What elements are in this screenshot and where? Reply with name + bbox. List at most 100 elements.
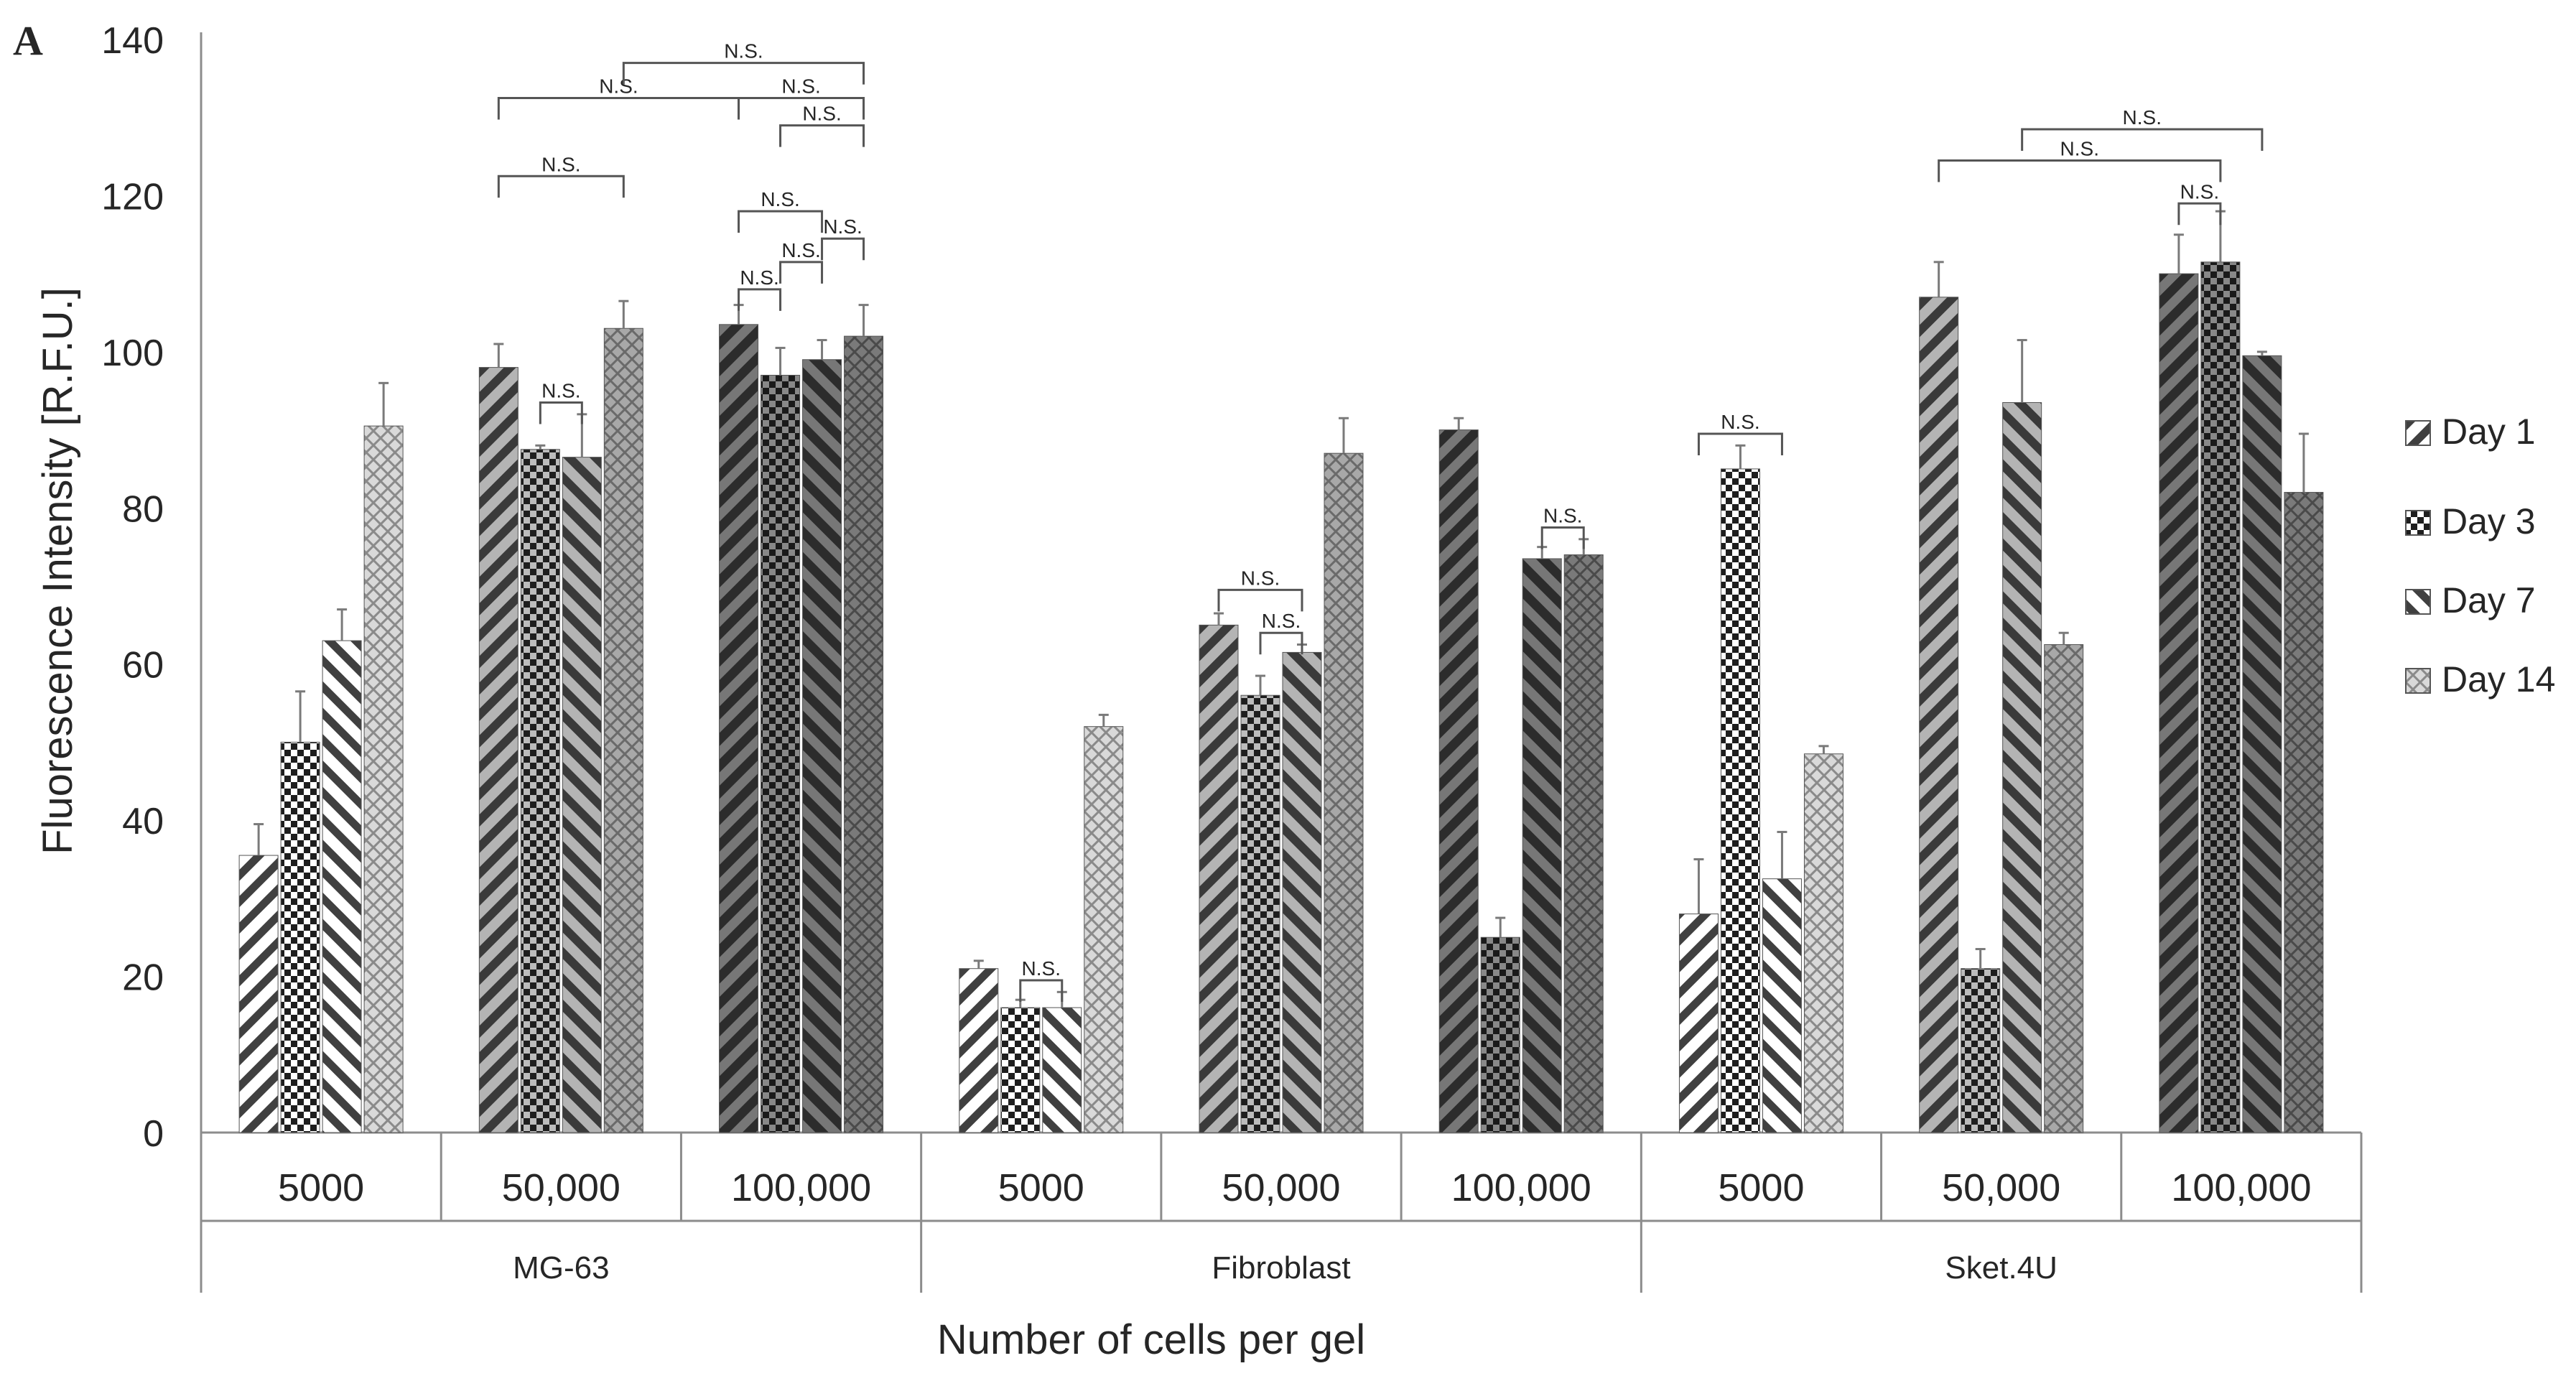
bar-MG-63-5000-Day 7 bbox=[322, 640, 362, 1133]
bar-Fibroblast-100,000-Day 3 bbox=[1480, 936, 1520, 1133]
significance-label: N.S. bbox=[781, 75, 820, 98]
bar-MG-63-50,000-Day 14 bbox=[603, 327, 643, 1133]
significance-label: N.S. bbox=[823, 215, 862, 238]
bar-Sket.4U-100,000-Day 14 bbox=[2284, 492, 2324, 1133]
bar-Sket.4U-50,000-Day 3 bbox=[1961, 968, 2001, 1133]
bars bbox=[238, 210, 2324, 1133]
significance-label: N.S. bbox=[1543, 504, 1582, 526]
legend-item: Day 3 bbox=[2405, 501, 2536, 541]
significance-bracket: N.S. bbox=[738, 75, 865, 120]
significance-label: N.S. bbox=[1241, 567, 1280, 589]
legend: Day 1 Day 3 Day 7 Day 14 bbox=[2405, 412, 2555, 699]
y-axis: 0 20 40 60 80 100 120 140 bbox=[101, 20, 2361, 1155]
legend-label: Day 14 bbox=[2442, 659, 2555, 699]
significance-label: N.S. bbox=[541, 380, 580, 402]
significance-bracket: N.S. bbox=[2021, 106, 2264, 152]
legend-item: Day 1 bbox=[2405, 412, 2536, 452]
significance-label: N.S. bbox=[1262, 610, 1301, 632]
bar-Fibroblast-100,000-Day 1 bbox=[1438, 429, 1479, 1133]
legend-label: Day 1 bbox=[2442, 412, 2536, 452]
category-label: 50,000 bbox=[502, 1166, 620, 1209]
bar-Sket.4U-50,000-Day 7 bbox=[2002, 402, 2042, 1133]
bar-Fibroblast-50,000-Day 1 bbox=[1199, 624, 1239, 1133]
significance-label: N.S. bbox=[599, 75, 638, 98]
significance-label: N.S. bbox=[724, 40, 763, 62]
bar-Sket.4U-50,000-Day 1 bbox=[1919, 297, 1959, 1133]
y-tick-label: 20 bbox=[122, 957, 164, 999]
bar-Fibroblast-5000-Day 7 bbox=[1042, 1007, 1082, 1133]
significance-brackets: N.S.N.S.N.S.N.S.N.S.N.S.N.S.N.S.N.S.N.S.… bbox=[497, 40, 2264, 1003]
significance-bracket: N.S. bbox=[779, 239, 824, 284]
significance-label: N.S. bbox=[2060, 138, 2099, 160]
category-label: 100,000 bbox=[2171, 1166, 2311, 1209]
bar-MG-63-50,000-Day 7 bbox=[562, 457, 602, 1133]
y-tick-label: 60 bbox=[122, 645, 164, 687]
legend-label: Day 3 bbox=[2442, 501, 2536, 541]
significance-label: N.S. bbox=[2123, 106, 2162, 129]
significance-bracket: N.S. bbox=[738, 188, 824, 233]
category-label: 5000 bbox=[278, 1166, 364, 1209]
bar-MG-63-100,000-Day 7 bbox=[802, 359, 842, 1133]
significance-bracket: N.S. bbox=[821, 215, 865, 261]
bar-MG-63-5000-Day 14 bbox=[363, 425, 404, 1133]
y-tick-label: 120 bbox=[101, 176, 164, 218]
y-tick-label: 140 bbox=[101, 20, 164, 62]
bar-Fibroblast-50,000-Day 7 bbox=[1282, 651, 1322, 1133]
bar-MG-63-100,000-Day 14 bbox=[844, 335, 884, 1133]
bar-MG-63-5000-Day 1 bbox=[238, 855, 279, 1133]
significance-bracket: N.S. bbox=[497, 75, 740, 120]
significance-label: N.S. bbox=[541, 153, 580, 175]
legend-item: Day 7 bbox=[2405, 580, 2536, 620]
y-tick-label: 40 bbox=[122, 801, 164, 842]
significance-bracket: N.S. bbox=[1540, 504, 1585, 549]
significance-label: N.S. bbox=[802, 103, 841, 125]
bar-Sket.4U-5000-Day 3 bbox=[1720, 468, 1760, 1133]
legend-label: Day 7 bbox=[2442, 580, 2536, 620]
legend-swatch bbox=[2405, 589, 2431, 615]
bar-Fibroblast-5000-Day 1 bbox=[959, 968, 999, 1133]
x-axis-title: Number of cells per gel bbox=[937, 1316, 1365, 1363]
category-label: 5000 bbox=[1718, 1166, 1804, 1209]
significance-label: N.S. bbox=[1721, 411, 1759, 433]
bar-Fibroblast-5000-Day 3 bbox=[1000, 1007, 1041, 1133]
group-label: Sket.4U bbox=[1945, 1250, 2057, 1286]
significance-label: N.S. bbox=[781, 239, 820, 261]
bar-MG-63-50,000-Day 1 bbox=[478, 367, 519, 1133]
significance-bracket: N.S. bbox=[2177, 180, 2222, 226]
legend-swatch bbox=[2405, 510, 2431, 536]
legend-swatch bbox=[2405, 668, 2431, 694]
y-axis-title: Fluorescence Intensity [R.F.U.] bbox=[34, 287, 81, 855]
bar-MG-63-100,000-Day 1 bbox=[719, 324, 759, 1133]
significance-bracket: N.S. bbox=[1259, 610, 1303, 655]
y-tick-label: 80 bbox=[122, 488, 164, 530]
bar-Fibroblast-100,000-Day 14 bbox=[1563, 554, 1604, 1133]
bar-Fibroblast-5000-Day 14 bbox=[1084, 726, 1124, 1133]
bar-Sket.4U-100,000-Day 1 bbox=[2159, 273, 2199, 1133]
group-label: MG-63 bbox=[513, 1250, 609, 1286]
significance-label: N.S. bbox=[740, 266, 778, 289]
category-label: 50,000 bbox=[1942, 1166, 2060, 1209]
significance-bracket: N.S. bbox=[497, 153, 625, 198]
bar-Fibroblast-100,000-Day 7 bbox=[1522, 558, 1562, 1133]
category-label: 100,000 bbox=[731, 1166, 871, 1209]
bar-Sket.4U-5000-Day 1 bbox=[1678, 914, 1719, 1133]
legend-item: Day 14 bbox=[2405, 659, 2555, 699]
bar-Fibroblast-50,000-Day 14 bbox=[1324, 452, 1364, 1133]
category-label: 50,000 bbox=[1222, 1166, 1340, 1209]
significance-bracket: N.S. bbox=[738, 266, 782, 311]
panel-label: A bbox=[13, 17, 43, 64]
significance-label: N.S. bbox=[1022, 957, 1061, 980]
category-label: 5000 bbox=[998, 1166, 1084, 1209]
significance-bracket: N.S. bbox=[1697, 411, 1783, 456]
significance-bracket: N.S. bbox=[1019, 957, 1064, 1003]
significance-bracket: N.S. bbox=[1217, 567, 1303, 612]
bar-Sket.4U-100,000-Day 3 bbox=[2200, 261, 2241, 1133]
group-label: Fibroblast bbox=[1212, 1250, 1350, 1286]
significance-bracket: N.S. bbox=[779, 103, 865, 147]
bar-Sket.4U-100,000-Day 7 bbox=[2242, 355, 2282, 1133]
bar-MG-63-100,000-Day 3 bbox=[761, 374, 801, 1133]
significance-bracket: N.S. bbox=[1938, 138, 2222, 182]
x-axis-grouping: 5000 50,000 100,000 MG-63 5000 50,000 100,000 F… bbox=[200, 1133, 2363, 1293]
category-label: 100,000 bbox=[1451, 1166, 1591, 1209]
